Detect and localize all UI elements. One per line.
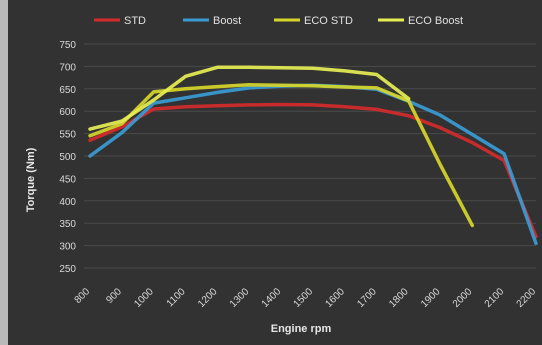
series-line-eco-boost [88,65,411,131]
legend-label-boost: Boost [213,15,241,27]
series-line-eco-std [88,83,475,228]
y-tick-label: 250 [59,264,76,275]
y-tick-label: 400 [59,197,76,208]
x-tick-label: 800 [73,286,93,306]
legend: STD Boost ECO STD ECO Boost [94,15,463,27]
x-tick-label: 2000 [451,286,475,310]
legend-label-eco-boost: ECO Boost [408,15,463,27]
x-tick-label: 900 [104,286,124,306]
legend-label-std: STD [124,15,146,27]
x-tick-label: 1000 [132,286,156,310]
torque-line-chart: 750 700 650 600 550 500 450 400 350 300 250 800 900… [25,15,539,335]
y-axis-ticks: 750 700 650 600 550 500 450 400 350 300 250 [59,40,76,275]
x-axis-title: Engine rpm [271,323,332,335]
grid [84,43,536,269]
chart-panel: 750 700 650 600 550 500 450 400 350 300 250 800 900… [8,0,542,345]
y-tick-label: 350 [59,219,76,230]
y-tick-label: 650 [59,85,76,96]
series-lines [88,65,538,246]
y-tick-label: 550 [59,130,76,141]
x-tick-label: 1100 [165,286,188,309]
y-tick-label: 600 [59,107,76,118]
y-tick-label: 300 [59,242,76,253]
x-tick-label: 1900 [419,286,443,310]
legend-label-eco-std: ECO STD [304,15,353,27]
y-tick-label: 500 [59,152,76,163]
x-tick-label: 1700 [355,286,379,310]
x-tick-label: 1300 [228,286,252,310]
y-tick-label: 700 [59,62,76,73]
x-tick-label: 1500 [292,286,316,310]
y-tick-label: 750 [59,40,76,51]
series-line-std [88,102,538,239]
x-tick-label: 2100 [483,286,507,310]
y-tick-label: 450 [59,174,76,185]
x-tick-label: 1800 [387,286,411,310]
x-tick-label: 1200 [196,286,220,310]
x-axis-ticks: 800 900 1000 1100 1200 1300 1400 1500 1600 1700 18… [73,286,539,310]
x-tick-label: 1400 [260,286,284,310]
x-tick-label: 2200 [515,286,539,310]
y-axis-title: Torque (Nm) [25,147,37,212]
x-tick-label: 1600 [323,286,347,310]
